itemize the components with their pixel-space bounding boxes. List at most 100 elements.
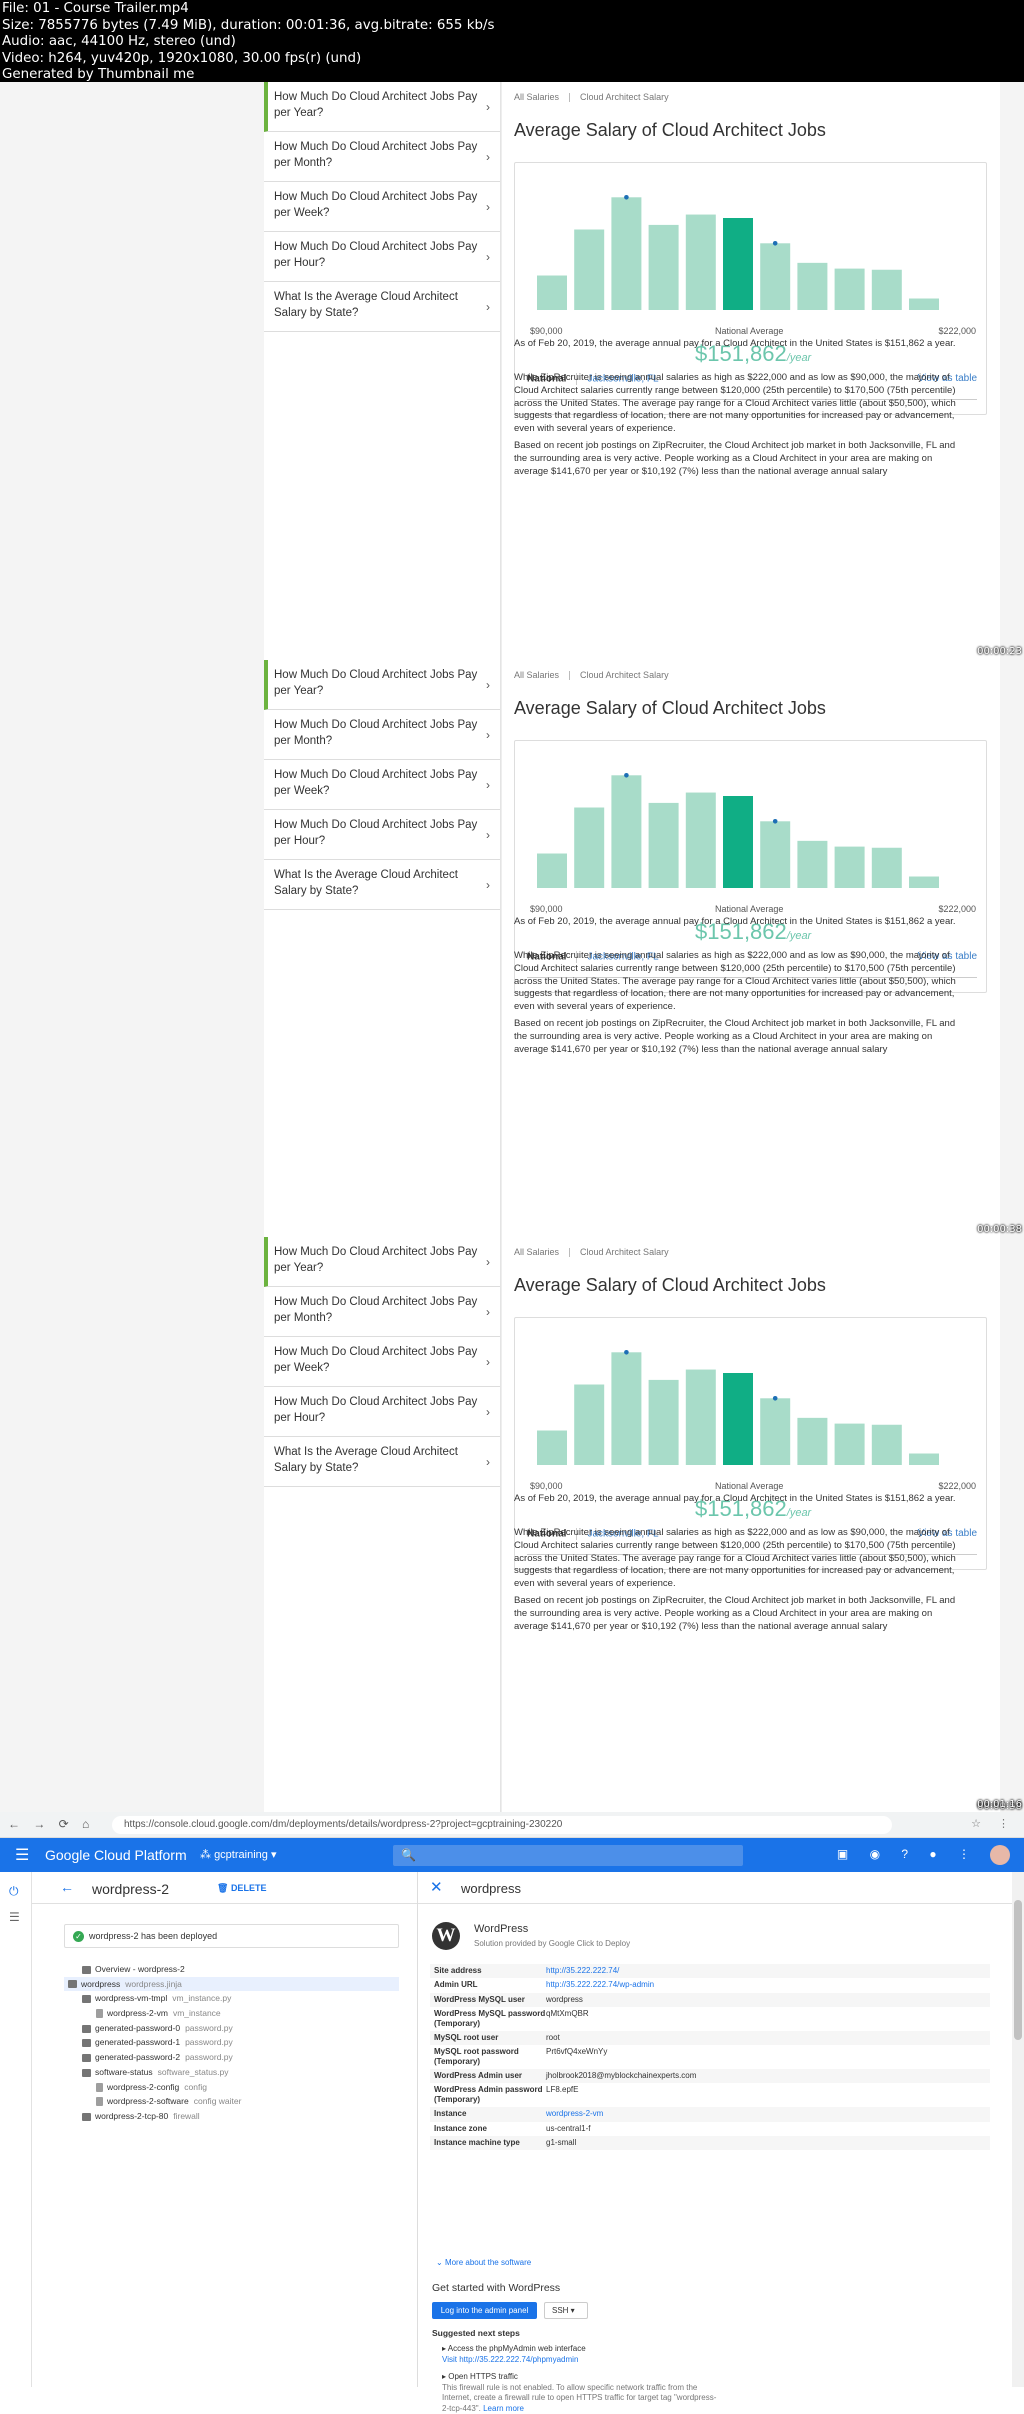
breadcrumb: All Salaries Cloud Architect Salary (514, 1247, 669, 1258)
histogram-bar (871, 847, 902, 888)
property-value[interactable]: http://35.222.222.74/ (546, 1966, 620, 1975)
faq-item-year[interactable]: How Much Do Cloud Architect Jobs Pay per… (264, 1237, 500, 1287)
tree-item[interactable]: wordpress-2-config config (64, 2080, 399, 2095)
ssh-button[interactable]: SSH ▾ (544, 2302, 588, 2319)
salary-paragraph: Based on recent job postings on ZipRecru… (514, 1018, 956, 1055)
location-row: National Jacksonville, FL View as table (527, 951, 977, 963)
search-input[interactable]: 🔍 (393, 1845, 743, 1866)
properties-table: Site address http://35.222.222.74/Admin U… (430, 1964, 990, 2151)
delete-button[interactable]: 🗑 DELETE (217, 1883, 267, 1893)
national-tab[interactable]: National (527, 951, 567, 963)
faq-item-state[interactable]: What Is the Average Cloud Architect Sala… (264, 282, 500, 332)
faq-item-week[interactable]: How Much Do Cloud Architect Jobs Pay per… (264, 1337, 500, 1387)
file-icon (96, 2082, 103, 2092)
salary-frame: How Much Do Cloud Architect Jobs Pay per… (0, 660, 1024, 1238)
tree-item[interactable]: wordpress-vm-tmpl vm_instance.py (64, 1991, 399, 2006)
city-link[interactable]: Jacksonville, FL (587, 1528, 659, 1540)
histogram-bar (760, 1398, 791, 1465)
faq-label: What Is the Average Cloud Architect Sala… (274, 291, 458, 319)
faq-item-week[interactable]: How Much Do Cloud Architect Jobs Pay per… (264, 182, 500, 232)
faq-item-hour[interactable]: How Much Do Cloud Architect Jobs Pay per… (264, 232, 500, 282)
crumb-cloud-architect[interactable]: Cloud Architect Salary (580, 92, 669, 102)
crumb-cloud-architect[interactable]: Cloud Architect Salary (580, 670, 669, 680)
max-salary-label: $222,000 (938, 1481, 976, 1491)
panel-divider[interactable] (417, 1872, 418, 2387)
extension-icons[interactable]: ☆ ⋮ (971, 1818, 1016, 1830)
crumb-all-salaries[interactable]: All Salaries (514, 92, 560, 102)
national-tab[interactable]: National (527, 373, 567, 385)
gcp-brand[interactable]: Google Cloud Platform (45, 1847, 187, 1863)
back-arrow-icon[interactable]: ← (60, 1879, 74, 1895)
chevron-right-icon: › (486, 1305, 490, 1319)
view-as-table-link[interactable]: View as table (917, 951, 977, 962)
faq-item-state[interactable]: What Is the Average Cloud Architect Sala… (264, 860, 500, 910)
chevron-right-icon: › (486, 878, 490, 892)
faq-label: How Much Do Cloud Architect Jobs Pay per… (274, 141, 478, 169)
nav-arrows-icon[interactable]: ← → ⟳ ⌂ (8, 1817, 95, 1831)
faq-item-hour[interactable]: How Much Do Cloud Architect Jobs Pay per… (264, 810, 500, 860)
avatar[interactable] (990, 1845, 1010, 1865)
list-icon[interactable]: ☰ (9, 1910, 20, 1924)
tree-item-type: password.py (185, 2022, 233, 2033)
faq-item-month[interactable]: How Much Do Cloud Architect Jobs Pay per… (264, 132, 500, 182)
deployment-tree: Overview - wordpress-2 wordpress wordpress… (64, 1962, 399, 2124)
phpmyadmin-link[interactable]: Visit http://35.222.222.74/phpmyadmin (442, 2354, 579, 2364)
info-line: Generated by Thumbnail me (2, 67, 195, 82)
faq-item-year[interactable]: How Much Do Cloud Architect Jobs Pay per… (264, 660, 500, 710)
faq-item-month[interactable]: How Much Do Cloud Architect Jobs Pay per… (264, 1287, 500, 1337)
histogram-bar (723, 1373, 753, 1465)
property-value: us-central1-f (546, 2123, 591, 2133)
header-icons[interactable]: ▣ ◉ ? ● ⋮ (836, 1847, 979, 1861)
more-about-link[interactable]: ⌄ More about the software (436, 2258, 532, 2267)
faq-item-state[interactable]: What Is the Average Cloud Architect Sala… (264, 1437, 500, 1487)
tree-item-label: Overview - wordpress-2 (95, 1964, 185, 1974)
view-as-table-link[interactable]: View as table (917, 1528, 977, 1539)
tree-item[interactable]: Overview - wordpress-2 (64, 1962, 399, 1977)
property-value[interactable]: http://35.222.222.74/wp-admin (546, 1980, 655, 1990)
faq-item-hour[interactable]: How Much Do Cloud Architect Jobs Pay per… (264, 1387, 500, 1437)
national-average-label: National Average (715, 326, 784, 336)
histogram-bar (760, 243, 791, 310)
close-icon[interactable]: ✕ (430, 1879, 443, 1896)
histogram-bar (834, 846, 865, 888)
histogram-bar (611, 775, 642, 888)
tree-item[interactable]: generated-password-1 password.py (64, 2035, 399, 2050)
tree-item[interactable]: software-status software_status.py (64, 2065, 399, 2080)
details-panel: ✕ wordpress W WordPress Solution provide… (418, 1872, 1012, 2413)
city-link[interactable]: Jacksonville, FL (587, 951, 659, 963)
faq-item-month[interactable]: How Much Do Cloud Architect Jobs Pay per… (264, 710, 500, 760)
view-as-table-link[interactable]: View as table (917, 373, 977, 384)
tree-item[interactable]: generated-password-2 password.py (64, 2050, 399, 2065)
crumb-all-salaries[interactable]: All Salaries (514, 1247, 560, 1257)
tree-item[interactable]: wordpress wordpress.jinja (64, 1976, 399, 1992)
faq-item-week[interactable]: How Much Do Cloud Architect Jobs Pay per… (264, 760, 500, 810)
faq-label: What Is the Average Cloud Architect Sala… (274, 1446, 458, 1474)
faq-item-year[interactable]: How Much Do Cloud Architect Jobs Pay per… (264, 82, 500, 132)
crumb-all-salaries[interactable]: All Salaries (514, 670, 560, 680)
tree-item-type: software_status.py (157, 2066, 229, 2077)
learn-more-link[interactable]: Learn more (483, 2403, 525, 2413)
tree-item[interactable]: wordpress-2-software config waiter (64, 2094, 399, 2109)
national-tab[interactable]: National (527, 1528, 567, 1540)
histogram-bar (574, 1384, 605, 1465)
admin-panel-button[interactable]: Log into the admin panel (432, 2302, 537, 2319)
address-bar[interactable]: https://console.cloud.google.com/dm/depl… (112, 1816, 892, 1834)
folder-icon (68, 1980, 77, 1989)
power-icon[interactable]: ⏻ (9, 1884, 19, 1898)
tree-item-label: wordpress-2-software (107, 2096, 189, 2107)
project-selector[interactable]: ⁂ gcptraining ▾ (200, 1849, 277, 1861)
scrollbar[interactable] (1012, 1872, 1024, 2387)
tree-item[interactable]: wordpress-2-vm vm_instance (64, 2006, 399, 2021)
crumb-cloud-architect[interactable]: Cloud Architect Salary (580, 1247, 669, 1257)
salary-paragraph: As of Feb 20, 2019, the average annual p… (514, 916, 956, 927)
faq-label: How Much Do Cloud Architect Jobs Pay per… (274, 769, 478, 797)
property-value[interactable]: wordpress-2-vm (546, 2109, 604, 2119)
city-link[interactable]: Jacksonville, FL (587, 373, 659, 385)
faq-label: How Much Do Cloud Architect Jobs Pay per… (274, 719, 478, 747)
histogram-bar (611, 1352, 642, 1465)
tree-item[interactable]: wordpress-2-tcp-80 firewall (64, 2109, 399, 2124)
tree-item[interactable]: generated-password-0 password.py (64, 2021, 399, 2036)
page-title: Average Salary of Cloud Architect Jobs (514, 1275, 826, 1295)
menu-icon[interactable]: ☰ (15, 1847, 30, 1864)
histogram-bar (611, 197, 642, 310)
